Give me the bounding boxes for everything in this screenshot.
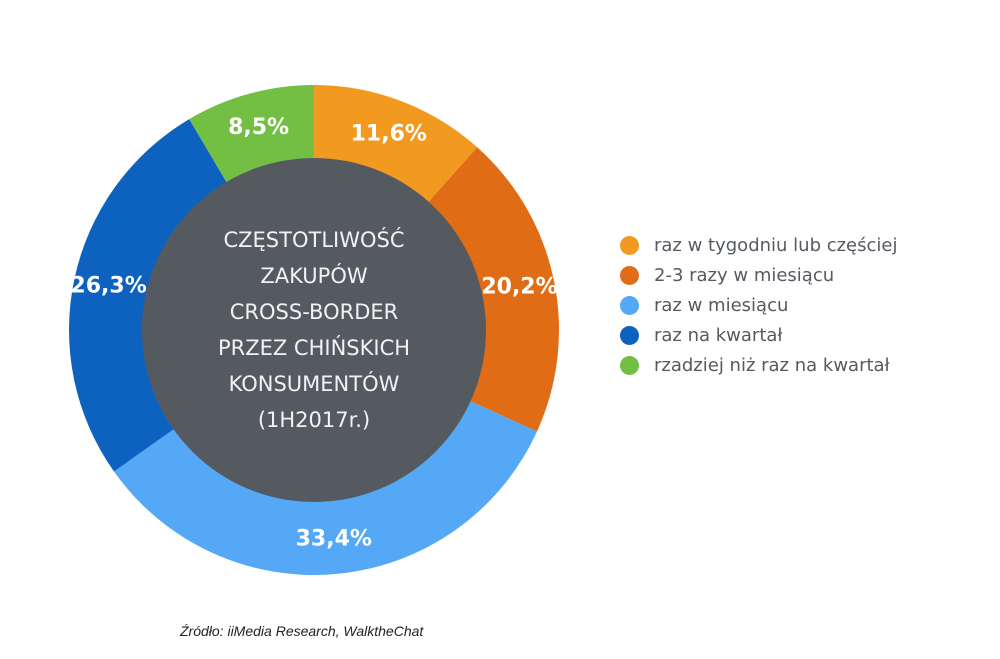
legend-label: raz w tygodniu lub częściej: [654, 234, 898, 256]
center-title-line: PRZEZ CHIŃSKICH: [218, 335, 410, 360]
slice-value-label: 26,3%: [70, 274, 146, 299]
legend-item: rzadziej niż raz na kwartał: [620, 350, 897, 380]
legend-item: raz na kwartał: [620, 320, 897, 350]
center-title: CZĘSTOTLIWOŚĆ ZAKUPÓW CROSS-BORDER PRZEZ CH…: [218, 227, 410, 432]
legend-item: raz w tygodniu lub częściej: [620, 230, 897, 260]
center-disc: [142, 158, 486, 502]
legend-swatch-circle-icon: [620, 325, 639, 345]
slice-value-label: 20,2%: [481, 274, 557, 299]
legend-item: 2-3 razy w miesiącu: [620, 260, 897, 290]
slice-value-label: 11,6%: [351, 121, 427, 146]
legend-swatch-circle-icon: [620, 265, 639, 285]
legend-swatch-circle-icon: [620, 355, 639, 375]
legend-label: rzadziej niż raz na kwartał: [654, 354, 890, 376]
center-title-line: CZĘSTOTLIWOŚĆ: [223, 227, 404, 252]
center-title-line: ZAKUPÓW: [260, 263, 368, 288]
slice-value-label: 8,5%: [228, 115, 289, 140]
slice-labels: 11,6% 20,2% 33,4% 26,3% 8,5%: [70, 115, 557, 552]
legend-label: raz na kwartał: [654, 324, 783, 346]
legend-label: raz w miesiącu: [654, 294, 789, 316]
legend: raz w tygodniu lub częściej 2-3 razy w m…: [620, 230, 897, 380]
center-title-line: (1H2017r.): [258, 408, 370, 432]
source-note: Źródło: iiMedia Research, WalktheChat: [180, 623, 424, 639]
center-title-line: KONSUMENTÓW: [229, 371, 400, 396]
slice-value-label: 33,4%: [296, 527, 372, 552]
legend-swatch-circle-icon: [620, 295, 639, 315]
legend-item: raz w miesiącu: [620, 290, 897, 320]
legend-swatch-circle-icon: [620, 235, 639, 255]
legend-label: 2-3 razy w miesiącu: [654, 264, 835, 286]
center-title-line: CROSS-BORDER: [230, 300, 398, 324]
